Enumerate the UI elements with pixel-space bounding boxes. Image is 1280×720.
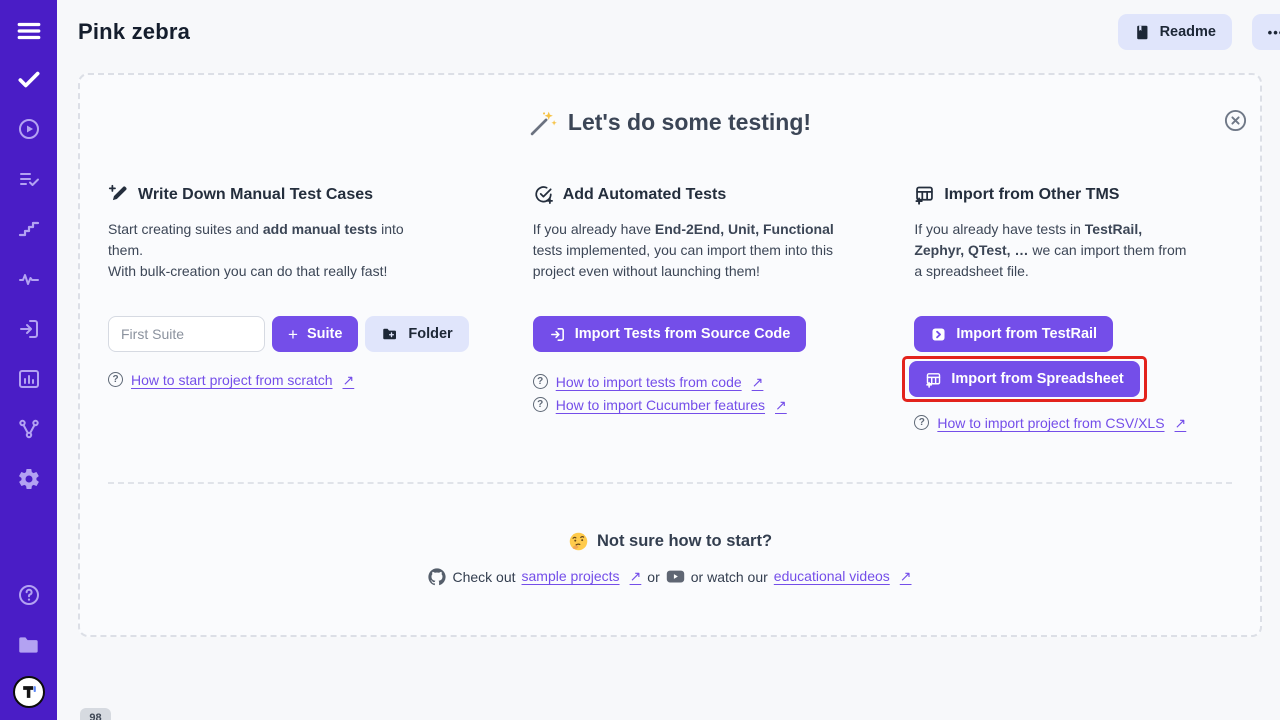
external-link-icon: ↗ — [775, 397, 787, 413]
check-circle-plus-icon — [533, 184, 554, 205]
user-avatar[interactable] — [12, 676, 45, 708]
more-options-button[interactable]: ••• — [1252, 14, 1280, 50]
footer-links-line: Check out sample projects ↗ or or watch o… — [80, 566, 1260, 587]
suite-name-input[interactable] — [108, 316, 265, 352]
highlight-box: Import from Spreadsheet — [902, 356, 1147, 402]
link-educational-videos[interactable]: educational videos ↗ — [773, 568, 912, 584]
link-import-from-csv-xls[interactable]: How to import project from CSV/XLS ↗ — [937, 415, 1187, 431]
link-import-cucumber-features[interactable]: How to import Cucumber features ↗ — [555, 397, 787, 413]
test-plans-list-icon[interactable] — [0, 154, 57, 204]
col2-link-row-2: ? How to import Cucumber features ↗ — [532, 395, 851, 416]
reports-chart-icon[interactable] — [0, 354, 57, 404]
col1-link-row: ? How to start project from scratch ↗ — [108, 370, 469, 391]
footer-title-row: Not sure how to start? — [80, 531, 1260, 552]
external-link-icon: ↗ — [342, 372, 355, 388]
test-cases-check-icon[interactable] — [0, 54, 57, 104]
link-sample-projects[interactable]: sample projects ↗ — [521, 568, 642, 584]
link-start-from-scratch[interactable]: How to start project from scratch ↗ — [131, 372, 355, 388]
footer-check-out: Check out — [452, 568, 516, 585]
magic-wand-emoji — [529, 110, 557, 136]
help-icon[interactable] — [0, 570, 57, 620]
table-plus-icon — [925, 371, 942, 388]
readme-button[interactable]: Readme — [1117, 14, 1232, 50]
link-import-tests-from-code[interactable]: How to import tests from code ↗ — [555, 374, 764, 390]
menu-icon[interactable] — [0, 8, 57, 54]
col3-paragraph: If you already have tests in TestRail, Z… — [914, 221, 1187, 279]
import-login-icon[interactable] — [0, 304, 57, 354]
question-circle-icon: ? — [108, 372, 123, 387]
question-circle-icon: ? — [914, 415, 930, 430]
add-suite-button[interactable]: + Suite — [272, 316, 359, 352]
youtube-icon — [666, 569, 685, 584]
column-import-tms: Import from Other TMS If you already hav… — [902, 184, 1232, 434]
col1-heading-row: Write Down Manual Test Cases — [108, 184, 469, 205]
footer-or: or — [647, 568, 660, 585]
external-link-icon: ↗ — [751, 374, 764, 390]
projects-folder-icon[interactable] — [0, 620, 57, 670]
external-link-icon: ↗ — [629, 568, 642, 584]
page-title: Pink zebra — [78, 19, 191, 44]
defects-activity-icon[interactable] — [0, 254, 57, 304]
github-icon — [428, 567, 447, 586]
column-automated-tests: Add Automated Tests If you already have … — [532, 184, 851, 434]
folder-plus-icon — [381, 325, 399, 343]
readme-book-icon — [1134, 23, 1151, 42]
versions-branch-icon[interactable] — [0, 404, 57, 454]
dashed-divider — [108, 482, 1232, 484]
col3-heading: Import from Other TMS — [944, 185, 1120, 203]
import-from-spreadsheet-button[interactable]: Import from Spreadsheet — [909, 361, 1140, 397]
panel-title: Let's do some testing! — [567, 109, 812, 135]
main-area: Pink zebra Readme ••• Let's do some test… — [57, 0, 1280, 720]
partial-bottom-badge: 98 — [80, 708, 111, 720]
table-plus-icon — [914, 184, 935, 205]
question-circle-icon: ? — [532, 374, 548, 389]
col1-paragraph: Start creating suites and add manual tes… — [108, 221, 404, 279]
question-circle-icon: ? — [532, 397, 548, 412]
panel-footer: Not sure how to start? Check out sample … — [80, 531, 1260, 587]
col2-paragraph: If you already have End-2End, Unit, Func… — [532, 221, 834, 279]
add-folder-button[interactable]: Folder — [365, 316, 469, 352]
topbar-actions: Readme ••• — [1117, 14, 1280, 50]
external-link-icon: ↗ — [1174, 415, 1187, 431]
test-runs-play-icon[interactable] — [0, 104, 57, 154]
footer-watch: or watch our — [690, 568, 768, 585]
onboarding-panel: Let's do some testing! Write Down Manual… — [78, 73, 1262, 637]
pencil-plus-icon — [108, 184, 129, 205]
col2-heading-row: Add Automated Tests — [533, 184, 851, 205]
arrow-square-icon — [930, 326, 947, 343]
column-manual-tests: Write Down Manual Test Cases Start creat… — [108, 184, 469, 434]
col1-controls: + Suite Folder — [108, 316, 469, 352]
col3-link-row: ? How to import project from CSV/XLS ↗ — [914, 413, 1186, 434]
onboarding-columns: Write Down Manual Test Cases Start creat… — [80, 184, 1260, 434]
close-panel-button[interactable] — [1223, 108, 1248, 133]
col2-heading: Add Automated Tests — [562, 185, 727, 203]
ellipsis-icon: ••• — [1267, 24, 1280, 40]
col2-link-row-1: ? How to import tests from code ↗ — [532, 372, 851, 393]
thinking-face-emoji — [568, 531, 589, 552]
col3-buttons: Import from TestRail Import from Spreads… — [902, 316, 1232, 434]
import-from-testrail-button[interactable]: Import from TestRail — [914, 316, 1114, 352]
settings-gear-icon[interactable] — [0, 454, 57, 504]
col3-heading-row: Import from Other TMS — [914, 184, 1232, 205]
external-link-icon: ↗ — [899, 568, 912, 584]
footer-title: Not sure how to start? — [596, 532, 773, 550]
sidebar — [0, 0, 57, 720]
import-login-icon — [549, 326, 566, 343]
panel-title-row: Let's do some testing! — [80, 109, 1260, 136]
milestones-steps-icon[interactable] — [0, 204, 57, 254]
plus-icon: + — [288, 324, 298, 344]
import-from-source-code-button[interactable]: Import Tests from Source Code — [532, 316, 807, 352]
col2-links: ? How to import tests from code ↗ ? How t… — [532, 372, 851, 416]
col1-heading: Write Down Manual Test Cases — [138, 185, 374, 203]
top-bar: Pink zebra Readme ••• — [57, 0, 1280, 64]
readme-label: Readme — [1159, 24, 1216, 40]
